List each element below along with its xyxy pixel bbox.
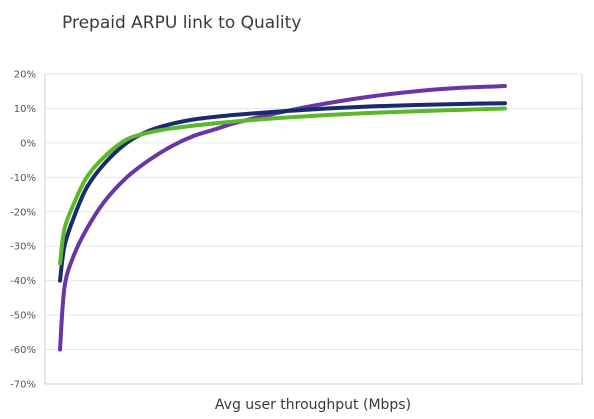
y-tick-label: -70% <box>10 380 36 391</box>
series-lines <box>58 84 507 352</box>
series-line-3 <box>58 106 507 266</box>
plot-frame <box>44 74 583 385</box>
y-tick-label: 20% <box>14 70 36 81</box>
y-tick-label: -20% <box>10 207 36 218</box>
gridlines <box>44 73 583 385</box>
x-axis-label: Avg user throughput (Mbps) <box>215 397 411 413</box>
series-line-2 <box>58 101 507 283</box>
y-tick-label: -30% <box>10 242 36 253</box>
chart-title: Prepaid ARPU link to Quality <box>62 13 301 33</box>
y-axis-ticks: 20% 10% 0% -10% -20% -30% -40% -50% -60% -70% <box>10 70 36 391</box>
y-tick-label: -40% <box>10 276 36 287</box>
y-tick-label: 10% <box>14 104 36 115</box>
y-tick-label: -50% <box>10 311 36 322</box>
y-tick-label: 0% <box>20 138 36 149</box>
y-tick-label: -60% <box>10 345 36 356</box>
y-tick-label: -10% <box>10 173 36 184</box>
series-line-1 <box>58 84 507 352</box>
